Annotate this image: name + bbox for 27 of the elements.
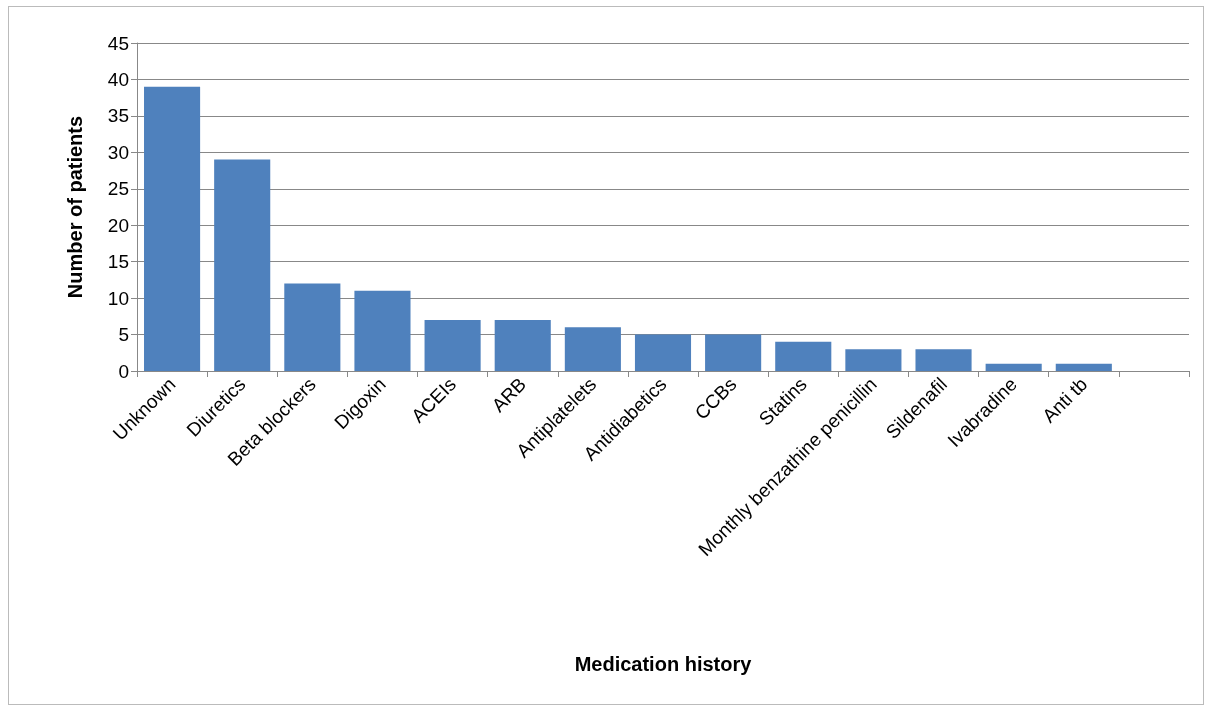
bar	[564, 327, 621, 371]
bar	[214, 159, 271, 371]
y-tick-label: 5	[118, 324, 129, 346]
bar	[634, 334, 692, 371]
y-axis-title: Number of patients	[64, 115, 86, 299]
y-tick-label: 0	[118, 360, 129, 382]
y-tick-label: 20	[107, 214, 129, 236]
bar	[144, 86, 201, 371]
bar	[775, 341, 832, 371]
x-tick-label: Anti tb	[1038, 373, 1092, 427]
bar	[1055, 363, 1112, 371]
bar	[705, 334, 762, 371]
y-tick-label: 30	[107, 141, 129, 163]
bar	[845, 349, 902, 371]
x-axis-title: Medication history	[574, 653, 753, 675]
y-tick-label: 25	[107, 178, 129, 200]
bar	[354, 290, 411, 371]
y-tick-label: 10	[107, 287, 129, 309]
bar	[494, 319, 551, 371]
y-tick-label: 40	[107, 68, 129, 90]
bar	[985, 363, 1042, 371]
y-tick-label: 35	[107, 105, 129, 127]
bar	[284, 283, 341, 371]
bar	[424, 319, 481, 371]
bar	[915, 349, 972, 371]
y-tick-label: 45	[107, 32, 129, 54]
y-tick-label: 15	[107, 251, 129, 273]
